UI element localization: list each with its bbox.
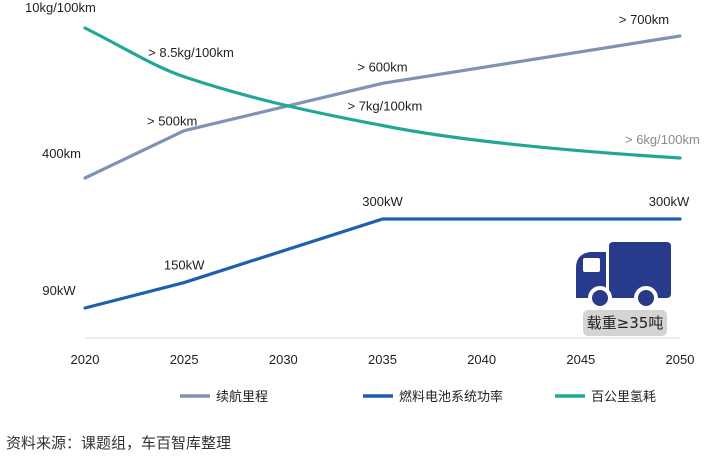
truck-icon [576, 242, 671, 310]
x-tick-label: 2050 [666, 352, 695, 367]
x-tick-label: 2035 [368, 352, 397, 367]
data-label: 10kg/100km [25, 0, 96, 15]
x-tick-label: 2020 [71, 352, 100, 367]
source-note: 资料来源：课题组，车百智库整理 [6, 434, 232, 452]
truck-badge-label: 载重≥35吨 [587, 314, 664, 332]
data-label: 300kW [649, 194, 690, 209]
data-label: 90kW [42, 283, 76, 298]
data-label: > 700km [619, 12, 669, 27]
legend-label: 续航里程 [216, 389, 268, 405]
data-label: 400km [42, 146, 81, 161]
series-line-2 [83, 26, 682, 160]
legend-label: 百公里氢耗 [591, 390, 656, 405]
data-label: 300kW [362, 194, 403, 209]
chart: 90kW 150kW 300kW 300kW 400km > 500km > 600km > … [25, 0, 700, 405]
data-labels: 90kW 150kW 300kW 300kW 400km > 500km > 600km > … [25, 0, 700, 298]
series-line-0 [83, 34, 682, 180]
x-tick-label: 2030 [269, 352, 298, 367]
truck-badge: 载重≥35吨 [576, 242, 671, 336]
data-label: > 8.5kg/100km [148, 45, 234, 60]
x-tick-label: 2040 [467, 352, 496, 367]
legend-label: 燃料电池系统功率 [399, 389, 503, 405]
x-axis-ticks: 2020 2025 2030 2035 2040 2045 2050 [71, 352, 695, 367]
series-line-1 [83, 217, 682, 310]
data-label: > 500km [147, 114, 197, 129]
data-label: > 7kg/100km [348, 99, 423, 114]
truck-badge-box [583, 310, 667, 336]
x-tick-label: 2045 [566, 352, 595, 367]
series-lines [83, 26, 682, 310]
legend: 续航里程 燃料电池系统功率 百公里氢耗 [180, 389, 656, 405]
x-tick-label: 2025 [170, 352, 199, 367]
data-label: > 600km [357, 59, 407, 74]
data-label: 150kW [164, 258, 205, 273]
data-label: > 6kg/100km [625, 132, 700, 147]
